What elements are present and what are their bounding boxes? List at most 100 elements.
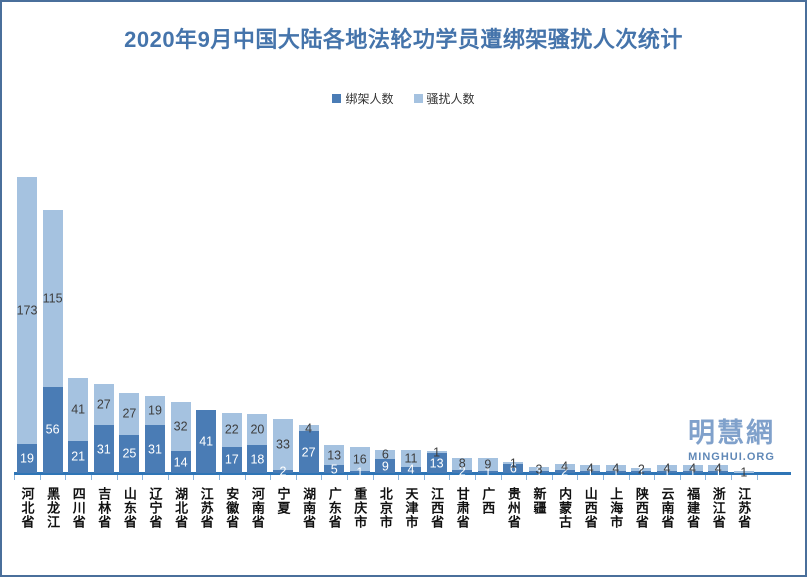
value-label-kidnapped: 1 xyxy=(689,464,697,479)
watermark-logo-en: MINGHUI.ORG xyxy=(688,451,775,463)
axis-tick xyxy=(603,475,604,480)
x-axis-label: 福建省 xyxy=(685,487,701,529)
value-label-kidnapped: 1 xyxy=(637,464,645,479)
axis-tick xyxy=(449,475,451,480)
x-axis-label: 黑龙江 xyxy=(45,487,61,529)
bar-segment-kidnapped xyxy=(170,451,191,473)
legend-swatch-harassed xyxy=(413,94,423,103)
value-label-harassed: 8 xyxy=(458,456,466,471)
axis-tick xyxy=(65,475,67,480)
bar-segment-kidnapped xyxy=(17,443,37,473)
x-axis-labels: 河北省 黑龙江 四川省 吉林省 山东省 辽宁省 湖北省 江苏省 安徽省 河南省 宁夏 湖南省 广东省 重庆… xyxy=(14,487,791,575)
bar-segment-harassed xyxy=(349,446,370,472)
bar-segment-harassed xyxy=(426,451,447,453)
value-label-kidnapped: 13 xyxy=(429,455,444,470)
bar-segment-harassed xyxy=(529,466,549,472)
value-label-kidnapped: 1 xyxy=(663,464,671,479)
x-axis-label: 天津市 xyxy=(403,487,419,529)
bar-segment-kidnapped xyxy=(119,434,140,473)
legend-label-harassed: 骚扰人数 xyxy=(426,92,475,106)
axis-tick xyxy=(142,475,144,480)
value-label-harassed: 16 xyxy=(352,451,367,466)
legend-swatch-kidnapped xyxy=(332,94,342,103)
x-axis-label: 甘肃省 xyxy=(454,487,470,529)
x-axis-label: 新疆 xyxy=(531,487,547,515)
x-axis-label: 山西省 xyxy=(582,487,598,529)
axis-tick xyxy=(423,475,425,480)
x-axis-label: 江苏省 xyxy=(198,487,214,529)
x-axis-label: 河北省 xyxy=(19,487,35,529)
bar-segment-kidnapped xyxy=(426,452,447,473)
x-axis-label: 辽宁省 xyxy=(147,487,163,529)
value-label-kidnapped: 56 xyxy=(45,422,60,437)
x-axis-label: 宁夏 xyxy=(275,487,291,515)
bar-segment-harassed xyxy=(477,457,498,472)
x-axis-label: 云南省 xyxy=(659,487,675,529)
x-axis-label: 上海市 xyxy=(608,487,624,529)
x-axis-label: 江西省 xyxy=(429,487,445,529)
bar-segment-kidnapped xyxy=(554,469,575,473)
bar-segment-kidnapped xyxy=(631,471,652,473)
bar-segment-harassed xyxy=(93,383,114,426)
legend-item-harassed: 骚扰人数 xyxy=(413,90,475,107)
bar-segment-harassed xyxy=(42,209,63,387)
watermark-logo-cn: 明慧網 xyxy=(688,418,775,448)
axis-tick xyxy=(91,475,92,480)
bar-segment-kidnapped xyxy=(682,471,703,473)
bar-segment-harassed xyxy=(554,463,575,470)
bar-segment-kidnapped xyxy=(42,386,63,473)
bar-segment-kidnapped xyxy=(93,425,114,473)
axis-tick xyxy=(14,475,16,480)
bar-segment-harassed xyxy=(145,396,165,426)
value-label-harassed: 22 xyxy=(224,422,239,437)
bar-segment-harassed xyxy=(324,445,345,466)
bar-segment-harassed xyxy=(452,457,473,470)
axis-tick xyxy=(551,475,553,480)
x-axis-label: 浙江省 xyxy=(710,487,726,529)
axis-tick xyxy=(219,475,220,480)
bar-segment-kidnapped xyxy=(145,425,165,473)
value-label-harassed: 4 xyxy=(714,461,722,476)
x-axis-label: 湖北省 xyxy=(173,487,189,529)
x-axis-label: 广西 xyxy=(480,487,496,515)
value-label-kidnapped: 1 xyxy=(714,464,722,479)
x-axis-label: 贵州省 xyxy=(505,487,521,529)
bar-segment-harassed xyxy=(733,471,754,473)
value-label-kidnapped: 27 xyxy=(301,444,316,459)
plot-area: 明慧網 MINGHUI.ORG 19 173 56 115 21 41 31 27 25 27 31… xyxy=(14,119,791,480)
value-label-harassed: 41 xyxy=(71,401,86,416)
value-label-harassed: 1 xyxy=(740,464,748,479)
value-label-harassed: 1 xyxy=(509,455,517,470)
bar-segment-kidnapped xyxy=(529,471,549,473)
bar-segment-harassed xyxy=(401,449,421,467)
axis-tick xyxy=(39,475,41,480)
value-label-kidnapped: 9 xyxy=(381,458,389,473)
bar-segment-kidnapped xyxy=(68,440,89,473)
x-axis-label: 江苏省 xyxy=(736,487,752,529)
value-label-harassed: 27 xyxy=(122,406,137,421)
value-label-kidnapped: 17 xyxy=(224,452,239,467)
value-label-kidnapped: 19 xyxy=(20,451,34,466)
bar-segment-kidnapped xyxy=(477,471,498,473)
axis-tick xyxy=(577,475,579,480)
value-label-kidnapped: 1 xyxy=(612,464,620,479)
value-label-harassed: 4 xyxy=(586,461,594,476)
bar-segment-harassed xyxy=(273,419,293,470)
axis-tick xyxy=(500,475,502,480)
bar-segment-kidnapped xyxy=(324,465,345,473)
bar-segment-kidnapped xyxy=(708,471,729,473)
value-label-harassed: 115 xyxy=(42,290,63,305)
value-label-harassed: 9 xyxy=(484,457,492,472)
value-label-harassed: 4 xyxy=(663,461,671,476)
bar-segment-harassed xyxy=(298,425,319,432)
value-label-harassed: 6 xyxy=(381,447,389,462)
bar-segment-harassed xyxy=(682,465,703,472)
value-label-kidnapped: 2 xyxy=(279,464,287,479)
axis-tick xyxy=(475,475,476,480)
value-label-harassed: 27 xyxy=(96,397,111,412)
x-axis-label: 四川省 xyxy=(70,487,86,529)
axis-tick xyxy=(295,475,297,480)
value-label-harassed: 32 xyxy=(173,419,188,434)
bar-segment-kidnapped xyxy=(375,459,396,473)
